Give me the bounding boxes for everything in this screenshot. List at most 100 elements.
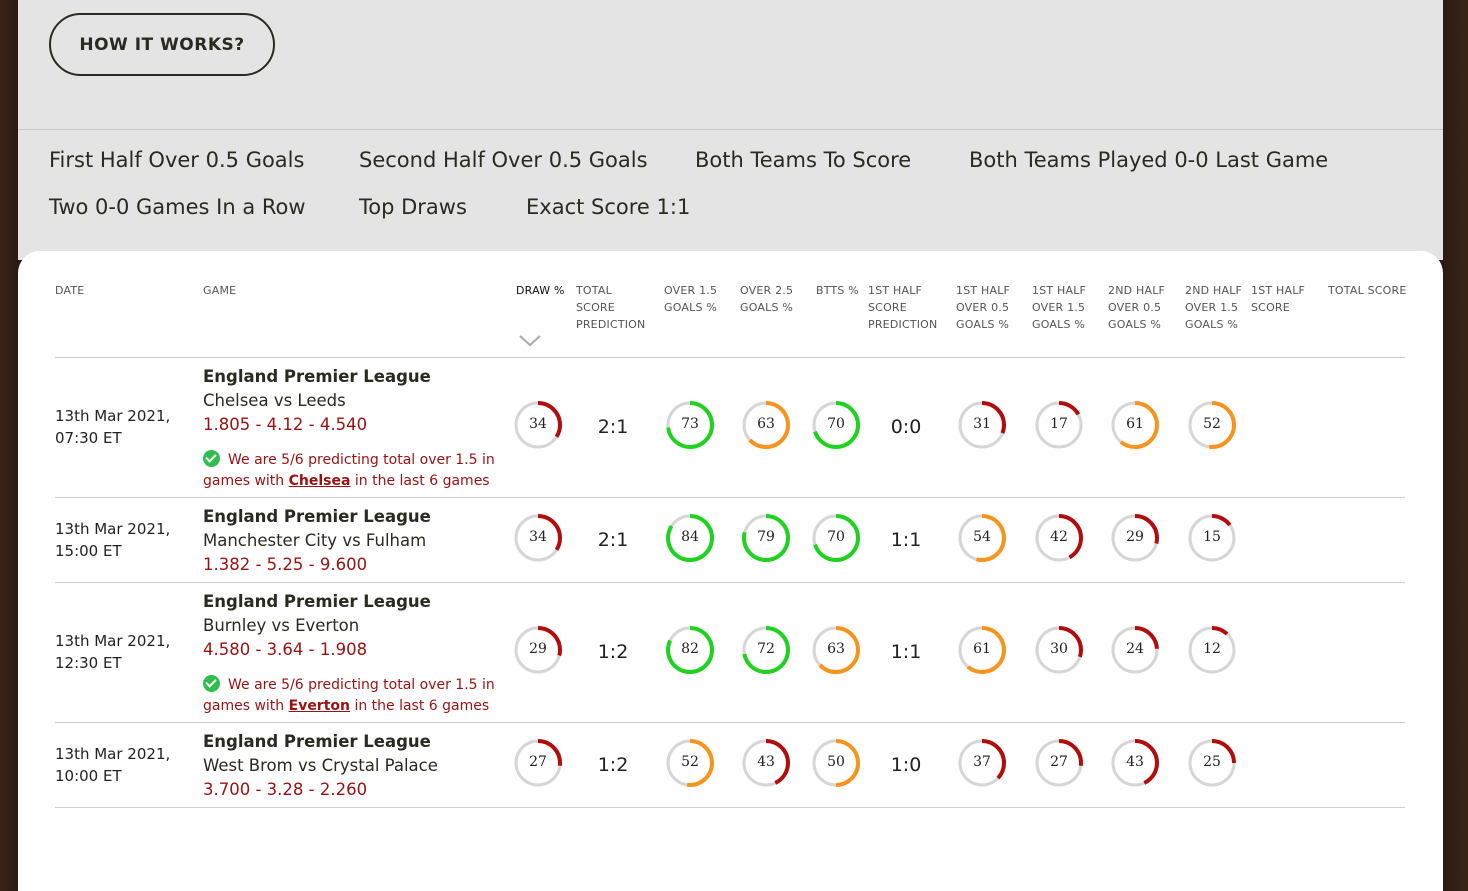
percent-ring-graphic bbox=[1188, 626, 1236, 674]
header-half1-score[interactable]: 1ST HALF SCORE bbox=[1251, 284, 1306, 314]
nav-both-teams-to-score[interactable]: Both Teams To Score bbox=[695, 148, 912, 172]
ring-arc bbox=[1111, 401, 1159, 449]
header-date[interactable]: DATE bbox=[55, 284, 85, 297]
nav-two-00-games[interactable]: Two 0-0 Games In a Row bbox=[49, 195, 306, 219]
header-draw[interactable]: DRAW % bbox=[516, 284, 565, 297]
percent-ring-graphic bbox=[812, 739, 860, 787]
percent-ring-graphic bbox=[742, 514, 790, 562]
ring-arc bbox=[1188, 739, 1236, 787]
nav-both-teams-played-00[interactable]: Both Teams Played 0-0 Last Game bbox=[969, 148, 1329, 172]
how-it-works-button[interactable]: HOW IT WORKS? bbox=[49, 13, 275, 76]
over15-ring: 73 bbox=[665, 400, 715, 450]
half2-over05-ring: 29 bbox=[1110, 513, 1160, 563]
half1-over05-ring: 61 bbox=[957, 625, 1007, 675]
half1-over05-ring: 54 bbox=[957, 513, 1007, 563]
ring-arc bbox=[812, 514, 860, 562]
team-link[interactable]: Chelsea bbox=[288, 473, 351, 489]
percent-ring-graphic bbox=[742, 401, 790, 449]
match-teams[interactable]: Manchester City vs Fulham bbox=[203, 531, 427, 550]
percent-ring-graphic bbox=[812, 514, 860, 562]
ring-arc bbox=[1188, 626, 1236, 674]
half1-over05-ring: 31 bbox=[957, 400, 1007, 450]
ring-arc bbox=[666, 401, 714, 449]
prediction-note: We are 5/6 predicting total over 1.5 in … bbox=[203, 450, 495, 489]
ring-arc bbox=[514, 514, 562, 562]
half2-over15-ring: 15 bbox=[1187, 513, 1237, 563]
ring-arc bbox=[742, 514, 790, 562]
percent-ring-graphic bbox=[1111, 514, 1159, 562]
header-half2-over15[interactable]: 2ND HALF OVER 1.5 GOALS % bbox=[1185, 284, 1243, 331]
percent-ring-graphic bbox=[514, 514, 562, 562]
percent-ring-graphic bbox=[1188, 514, 1236, 562]
ring-arc bbox=[1111, 739, 1159, 787]
half2-over05-ring: 43 bbox=[1110, 738, 1160, 788]
header-total-score[interactable]: TOTAL SCORE bbox=[1328, 284, 1407, 297]
draw-ring: 34 bbox=[513, 513, 563, 563]
match-date: 13th Mar 2021, 10:00 ET bbox=[55, 745, 171, 785]
header-game[interactable]: GAME bbox=[203, 284, 237, 297]
league-name[interactable]: England Premier League bbox=[203, 592, 431, 611]
percent-ring-graphic bbox=[1188, 401, 1236, 449]
match-teams[interactable]: West Brom vs Crystal Palace bbox=[203, 756, 438, 775]
ring-arc bbox=[1035, 514, 1083, 562]
half1-over15-ring: 42 bbox=[1034, 513, 1084, 563]
over25-ring: 43 bbox=[741, 738, 791, 788]
table-divider bbox=[55, 357, 1405, 358]
table-divider bbox=[55, 497, 1405, 498]
percent-ring-graphic bbox=[1035, 401, 1083, 449]
nav-second-half-over-05[interactable]: Second Half Over 0.5 Goals bbox=[359, 148, 648, 172]
header-over25[interactable]: OVER 2.5 GOALS % bbox=[740, 284, 794, 314]
match-teams[interactable]: Chelsea vs Leeds bbox=[203, 391, 346, 410]
over25-ring: 72 bbox=[741, 625, 791, 675]
ring-arc bbox=[1111, 514, 1159, 562]
draw-ring: 27 bbox=[513, 738, 563, 788]
check-circle-icon bbox=[203, 675, 220, 692]
total-score-prediction: 2:1 bbox=[597, 416, 629, 438]
sort-chevron-down-icon[interactable] bbox=[518, 334, 542, 348]
percent-ring-graphic bbox=[958, 514, 1006, 562]
header-total-score-prediction[interactable]: TOTAL SCORE PREDICTION bbox=[576, 284, 646, 331]
league-name[interactable]: England Premier League bbox=[203, 367, 431, 386]
league-name[interactable]: England Premier League bbox=[203, 507, 431, 526]
ring-arc bbox=[812, 739, 860, 787]
divider bbox=[18, 129, 1443, 130]
btts-ring: 70 bbox=[811, 513, 861, 563]
percent-ring-graphic bbox=[742, 626, 790, 674]
percent-ring-graphic bbox=[812, 626, 860, 674]
header-over15[interactable]: OVER 1.5 GOALS % bbox=[664, 284, 718, 314]
half1-score-prediction: 0:0 bbox=[890, 416, 922, 438]
match-teams[interactable]: Burnley vs Everton bbox=[203, 616, 360, 635]
half2-over15-ring: 52 bbox=[1187, 400, 1237, 450]
percent-ring-graphic bbox=[1111, 739, 1159, 787]
table-divider bbox=[55, 722, 1405, 723]
half1-score-prediction: 1:1 bbox=[890, 529, 922, 551]
half1-over15-ring: 30 bbox=[1034, 625, 1084, 675]
half2-over05-ring: 24 bbox=[1110, 625, 1160, 675]
ring-arc bbox=[958, 514, 1006, 562]
ring-arc bbox=[666, 739, 714, 787]
league-name[interactable]: England Premier League bbox=[203, 732, 431, 751]
table-divider bbox=[55, 807, 1405, 808]
header-btts[interactable]: BTTS % bbox=[816, 284, 859, 297]
match-odds: 4.580 - 3.64 - 1.908 bbox=[203, 640, 368, 659]
half1-over15-ring: 17 bbox=[1034, 400, 1084, 450]
percent-ring-graphic bbox=[1035, 739, 1083, 787]
header-half1-over15[interactable]: 1ST HALF OVER 1.5 GOALS % bbox=[1032, 284, 1087, 331]
total-score-prediction: 2:1 bbox=[597, 529, 629, 551]
check-circle-icon bbox=[203, 450, 220, 467]
header-half1-over05[interactable]: 1ST HALF OVER 0.5 GOALS % bbox=[956, 284, 1011, 331]
ring-arc bbox=[742, 401, 790, 449]
header-half1-score-prediction[interactable]: 1ST HALF SCORE PREDICTION bbox=[868, 284, 938, 331]
percent-ring-graphic bbox=[514, 626, 562, 674]
team-link[interactable]: Everton bbox=[288, 698, 350, 714]
over15-ring: 52 bbox=[665, 738, 715, 788]
nav-exact-score-11[interactable]: Exact Score 1:1 bbox=[526, 195, 691, 219]
header-half2-over05[interactable]: 2ND HALF OVER 0.5 GOALS % bbox=[1108, 284, 1166, 331]
nav-first-half-over-05[interactable]: First Half Over 0.5 Goals bbox=[49, 148, 305, 172]
match-date: 13th Mar 2021, 12:30 ET bbox=[55, 632, 171, 672]
ring-arc bbox=[666, 514, 714, 562]
ring-arc bbox=[514, 401, 562, 449]
percent-ring-graphic bbox=[1035, 514, 1083, 562]
ring-arc bbox=[666, 626, 714, 674]
nav-top-draws[interactable]: Top Draws bbox=[359, 195, 467, 219]
